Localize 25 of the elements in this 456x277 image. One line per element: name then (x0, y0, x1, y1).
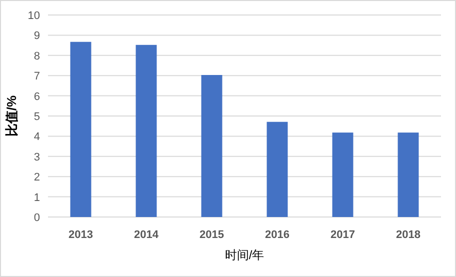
y-tick-label: 3 (34, 151, 40, 164)
bar (332, 132, 354, 217)
y-tick-label: 8 (34, 50, 40, 62)
x-axis-title: 时间/年 (224, 248, 264, 262)
x-tick-label: 2018 (396, 229, 420, 241)
y-tick-label: 4 (34, 131, 40, 144)
bar (266, 122, 288, 217)
x-tick-label: 2016 (265, 229, 290, 241)
y-tick-label: 2 (34, 172, 40, 184)
bar (201, 74, 222, 217)
y-tick-label: 7 (34, 70, 40, 83)
x-tick-label: 2015 (200, 229, 224, 241)
y-axis-title: 比值/% (4, 94, 19, 137)
bar (136, 44, 157, 217)
y-tick-label: 9 (34, 30, 40, 42)
x-tick-label: 2017 (330, 229, 355, 241)
x-tick-label: 2013 (68, 229, 93, 241)
bar (398, 132, 419, 217)
y-tick-label: 6 (34, 90, 40, 103)
y-tick-label: 5 (34, 111, 40, 123)
bar (70, 42, 92, 217)
y-tick-label: 1 (34, 192, 40, 204)
x-tick-label: 2014 (134, 229, 160, 241)
y-tick-label: 10 (28, 10, 40, 22)
y-tick-label: 0 (34, 212, 40, 224)
